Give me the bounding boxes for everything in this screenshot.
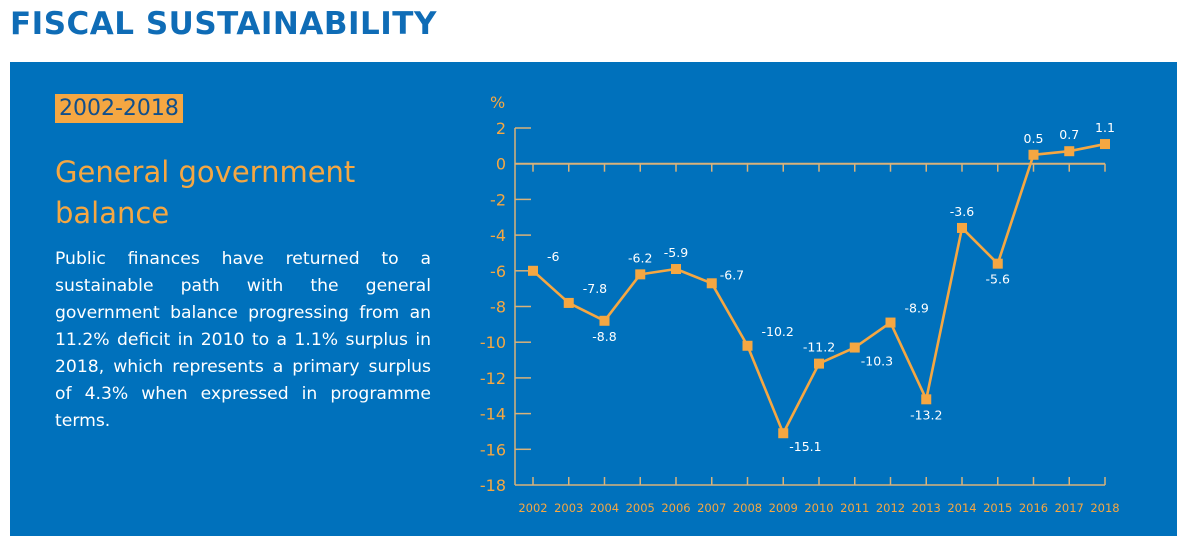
data-labels: -6 -7.8 -8.8 -6.2 -5.9 -6.7 -10.2 -15.1 -11.2 -10…	[547, 120, 1115, 454]
data-point-marker	[599, 315, 610, 326]
x-tick-label: 2010	[804, 501, 833, 515]
data-label: -10.2	[762, 324, 794, 339]
data-label: -6.7	[720, 267, 744, 282]
data-label: -11.2	[803, 340, 835, 355]
x-tick-label: 2006	[661, 501, 690, 515]
data-point-marker	[671, 264, 681, 275]
data-label: 1.1	[1095, 120, 1115, 135]
y-tick-label: -14	[480, 405, 506, 424]
data-label: -15.1	[789, 439, 821, 454]
data-point-marker	[957, 222, 967, 233]
y-tick-label: 0	[496, 155, 506, 174]
data-point-marker	[563, 297, 574, 308]
y-tick-label: -18	[480, 476, 506, 495]
y-tick-label: -10	[480, 333, 506, 352]
x-tick-label: 2012	[876, 501, 905, 515]
x-tick-label: 2015	[983, 501, 1012, 515]
x-tick-label: 2016	[1019, 501, 1048, 515]
chart-panel: 2002-2018 General government balance Pub…	[10, 62, 1177, 536]
y-tick-label: -12	[480, 369, 506, 388]
data-point-marker	[778, 428, 789, 439]
data-label: -8.9	[905, 301, 929, 316]
x-tick-label: 2003	[554, 501, 583, 515]
y-tick-label: -4	[490, 226, 506, 245]
data-point-marker	[1064, 146, 1075, 157]
x-tick-label: 2011	[840, 501, 869, 515]
x-tick-label: 2004	[590, 501, 619, 515]
axes	[514, 128, 1105, 486]
y-tick-label: -6	[490, 262, 506, 281]
x-tick-label: 2018	[1090, 501, 1119, 515]
x-tick-label: 2008	[733, 501, 762, 515]
data-point-marker	[814, 358, 824, 369]
x-tick-label: 2014	[947, 501, 976, 515]
data-point-marker	[849, 342, 860, 353]
y-tick-label: 2	[496, 119, 506, 138]
data-point-marker	[742, 340, 753, 351]
data-label: -3.6	[950, 204, 974, 219]
period-badge: 2002-2018	[55, 94, 183, 123]
y-axis-unit-label: %	[490, 93, 505, 112]
data-point-marker	[706, 278, 717, 289]
data-point-marker	[921, 394, 932, 405]
data-label: -7.8	[583, 281, 607, 296]
data-label: 0.7	[1059, 127, 1079, 142]
data-label: -5.6	[986, 272, 1010, 287]
x-tick-label: 2002	[518, 501, 547, 515]
data-point-marker	[635, 269, 646, 280]
data-label: -13.2	[910, 407, 942, 422]
y-ticks: 2 0 -2 -4 -6 -8 -10 -12 -14 -16 -18	[480, 119, 531, 495]
y-tick-label: -8	[490, 298, 506, 317]
series-line	[532, 142, 1106, 435]
data-label: 0.5	[1024, 131, 1044, 146]
x-tick-label: 2007	[697, 501, 726, 515]
data-label: -5.9	[664, 245, 688, 260]
data-point-marker	[1028, 149, 1039, 160]
page-title: FISCAL SUSTAINABILITY	[10, 6, 437, 42]
data-label: -8.8	[592, 329, 616, 344]
x-tick-label: 2013	[912, 501, 941, 515]
y-tick-label: -16	[480, 440, 506, 459]
series-markers	[528, 139, 1110, 439]
x-tick-label: 2009	[769, 501, 798, 515]
data-point-marker	[885, 317, 896, 328]
y-tick-label: -2	[490, 190, 506, 209]
x-tick-label: 2017	[1055, 501, 1084, 515]
series-line-path	[532, 142, 1106, 435]
data-point-marker	[1100, 139, 1110, 150]
data-point-marker	[992, 258, 1003, 269]
data-label: -10.3	[861, 354, 893, 369]
data-point-marker	[528, 265, 538, 276]
data-label: -6	[547, 249, 560, 264]
description-text: Public finances have returned to a susta…	[55, 249, 431, 431]
section-title: General government balance	[55, 155, 356, 230]
x-tick-label: 2005	[626, 501, 655, 515]
data-label: -6.2	[628, 250, 652, 265]
x-ticks: 2002 2003 2004 2005 2006 2007 2008 2009 2010 2011…	[518, 163, 1120, 515]
